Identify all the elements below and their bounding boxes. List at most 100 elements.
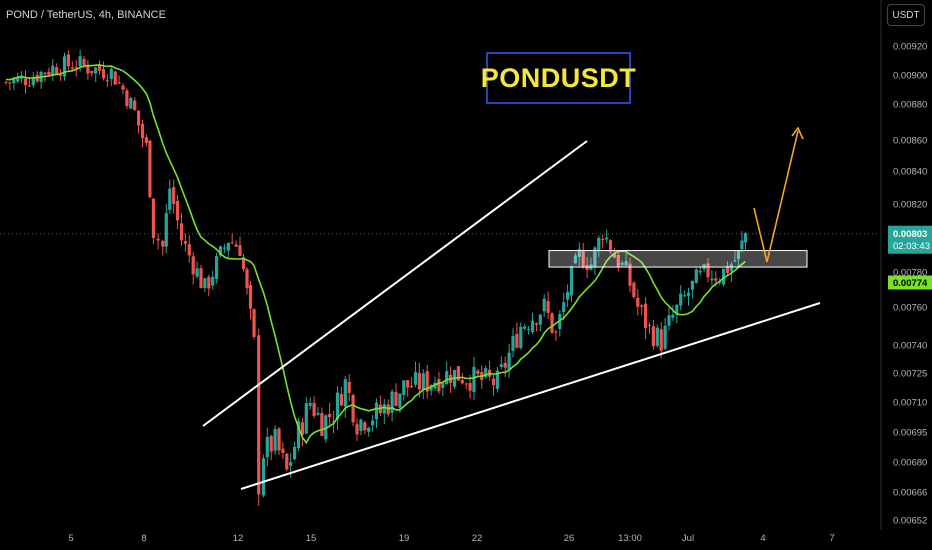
candle-body xyxy=(651,326,655,347)
candle-body xyxy=(491,378,496,386)
candle-body xyxy=(94,67,98,74)
candle-body xyxy=(293,446,297,460)
candle-body xyxy=(569,266,574,296)
candle-body xyxy=(16,76,20,82)
candle-body xyxy=(363,422,367,431)
candle-body xyxy=(203,278,207,288)
candle-body xyxy=(324,415,328,440)
candle-body xyxy=(523,326,527,329)
candle-body xyxy=(534,323,538,325)
candle-body xyxy=(90,70,94,74)
projection-arrowhead xyxy=(791,126,804,140)
x-tick-label: 8 xyxy=(141,533,146,544)
x-tick-label: 15 xyxy=(306,533,317,544)
candle-body xyxy=(519,326,523,349)
candle-body xyxy=(144,137,148,144)
candle-body xyxy=(285,453,289,470)
candle-body xyxy=(140,123,145,139)
candle-body xyxy=(476,370,480,374)
candle-body xyxy=(445,371,449,385)
candle-body xyxy=(355,424,359,435)
candle-body xyxy=(441,383,445,388)
candle-body xyxy=(47,71,51,75)
candle-body xyxy=(616,254,620,268)
candle-body xyxy=(554,331,558,333)
candle-body xyxy=(659,329,663,351)
candle-body xyxy=(371,420,375,426)
candle-body xyxy=(406,380,410,388)
candle-body xyxy=(507,352,511,370)
candle-body xyxy=(156,238,160,241)
candle-body xyxy=(671,314,675,318)
candle-body xyxy=(647,324,652,326)
candle-body xyxy=(121,85,125,90)
candle-body xyxy=(148,140,152,198)
candle-body xyxy=(577,248,581,257)
candle-body xyxy=(129,98,133,109)
candle-body xyxy=(499,364,503,367)
annotation-title: PONDUSDT xyxy=(480,62,637,93)
candle-body xyxy=(495,370,499,389)
symbol-header: POND / TetherUS, 4h, BINANCE xyxy=(6,9,166,21)
candle-body xyxy=(312,402,316,416)
x-tick-label: 4 xyxy=(760,533,765,544)
y-tick-label: 0.00820 xyxy=(893,200,927,211)
candle-body xyxy=(199,268,203,289)
x-tick-label: 22 xyxy=(472,533,483,544)
y-tick-label: 0.00860 xyxy=(893,136,927,147)
candle-body xyxy=(710,278,714,281)
candle-body xyxy=(690,280,694,290)
candle-body xyxy=(550,313,554,333)
candle-body xyxy=(402,380,406,395)
y-tick-label: 0.00710 xyxy=(893,398,927,409)
candle-body xyxy=(125,90,129,106)
ma-value-label: 0.00774 xyxy=(893,278,928,289)
candle-body xyxy=(351,394,355,423)
moving-average-line xyxy=(5,64,746,445)
candle-body xyxy=(59,74,63,76)
candle-body xyxy=(222,247,226,249)
candle-body xyxy=(176,200,180,221)
candle-body xyxy=(722,268,726,285)
candle-body xyxy=(4,81,8,83)
candle-body xyxy=(718,282,722,284)
currency-button[interactable]: USDT xyxy=(887,4,925,26)
y-tick-label: 0.00740 xyxy=(893,341,927,352)
current-price-label: 0.00803 xyxy=(893,229,927,240)
candle-body xyxy=(339,394,343,406)
candle-body xyxy=(335,392,340,420)
candle-body xyxy=(636,297,640,307)
candle-body xyxy=(8,82,12,84)
candle-body xyxy=(686,292,691,296)
candle-body xyxy=(612,253,616,258)
y-tick-label: 0.00695 xyxy=(893,428,927,439)
candle-body xyxy=(729,264,733,272)
candle-body xyxy=(316,412,320,415)
candle-body xyxy=(109,68,113,79)
candle-body xyxy=(359,419,363,431)
candle-body xyxy=(597,237,601,251)
candle-body xyxy=(683,295,687,297)
candle-body xyxy=(66,54,70,67)
candle-body xyxy=(562,302,566,313)
candle-body xyxy=(468,383,472,391)
candle-body xyxy=(105,80,109,82)
candle-body xyxy=(640,305,644,307)
projection-path xyxy=(753,130,799,263)
candle-body xyxy=(437,378,441,392)
x-tick-label: 26 xyxy=(564,533,575,544)
candle-body xyxy=(421,373,425,390)
candle-body xyxy=(332,421,336,423)
candle-body xyxy=(546,301,550,313)
candle-body xyxy=(413,372,418,385)
candle-body xyxy=(347,381,351,393)
y-tick-label: 0.00680 xyxy=(893,458,927,469)
candle-body xyxy=(573,255,577,264)
candle-body xyxy=(410,385,414,388)
candle-body xyxy=(179,223,184,241)
candle-body xyxy=(620,262,624,265)
candle-body xyxy=(273,429,277,451)
candle-body xyxy=(70,67,74,69)
x-tick-label: 19 xyxy=(399,533,410,544)
